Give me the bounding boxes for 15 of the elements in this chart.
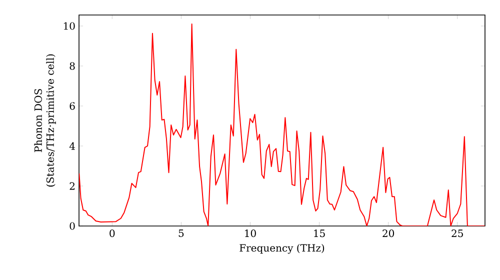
x-tick-label: 20 — [382, 230, 394, 238]
y-tick-label: 6 — [70, 102, 75, 110]
x-tick-label: 15 — [314, 230, 325, 238]
x-tick-label: 10 — [245, 230, 256, 238]
x-tick-label: 0 — [110, 230, 115, 238]
x-tick-label: 25 — [452, 230, 463, 238]
y-tick-label: 0 — [70, 222, 75, 230]
x-axis-title: Frequency (THz) — [240, 244, 324, 254]
y-tick-label: 4 — [69, 142, 75, 150]
y-tick-label: 8 — [70, 62, 75, 70]
x-tick-label: 5 — [178, 230, 184, 237]
y-tick-label: 2 — [70, 182, 74, 190]
y-tick-label: 10 — [64, 22, 75, 30]
y-axis-title: Phonon DOS (States/THz·primitive cell) — [34, 54, 56, 187]
line-series — [79, 23, 485, 226]
